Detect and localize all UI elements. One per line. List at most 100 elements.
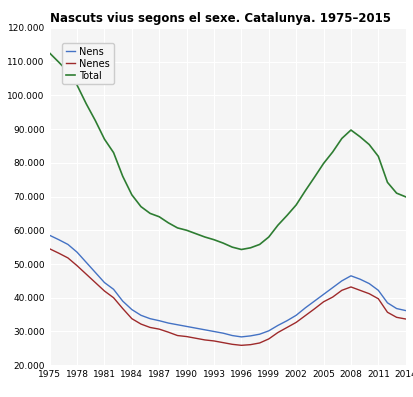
Nenes xyxy=(129,316,134,321)
Nenes xyxy=(247,342,252,347)
Nens xyxy=(284,318,289,323)
Total xyxy=(175,225,180,230)
Total xyxy=(384,180,389,185)
Nenes xyxy=(147,325,152,330)
Nens xyxy=(311,299,316,303)
Total xyxy=(348,128,353,133)
Nens xyxy=(256,332,261,337)
Nenes xyxy=(111,295,116,300)
Nenes xyxy=(65,256,70,260)
Nens xyxy=(147,316,152,321)
Nens xyxy=(393,306,398,311)
Total xyxy=(166,220,171,225)
Nenes xyxy=(348,285,353,289)
Total xyxy=(320,161,325,166)
Nens xyxy=(402,308,407,313)
Total xyxy=(65,69,70,74)
Nens xyxy=(102,280,107,285)
Total xyxy=(293,202,298,207)
Nens xyxy=(330,285,335,290)
Nens xyxy=(320,292,325,297)
Total xyxy=(220,241,225,245)
Nenes xyxy=(184,334,189,339)
Nenes xyxy=(320,299,325,304)
Total xyxy=(184,228,189,233)
Nenes xyxy=(339,288,344,293)
Nenes xyxy=(330,295,335,299)
Nens xyxy=(47,233,52,238)
Nens xyxy=(193,326,198,330)
Line: Nens: Nens xyxy=(50,235,405,337)
Nens xyxy=(375,288,380,293)
Nens xyxy=(275,323,280,328)
Total xyxy=(339,136,344,141)
Nens xyxy=(184,324,189,329)
Nens xyxy=(74,250,79,254)
Nens xyxy=(56,237,61,242)
Nens xyxy=(302,306,307,310)
Total xyxy=(330,150,335,154)
Text: Nascuts vius segons el sexe. Catalunya. 1975–2015: Nascuts vius segons el sexe. Catalunya. … xyxy=(50,12,390,25)
Nenes xyxy=(375,297,380,301)
Nenes xyxy=(47,247,52,251)
Nenes xyxy=(157,327,161,331)
Total xyxy=(284,213,289,218)
Nenes xyxy=(302,313,307,318)
Nenes xyxy=(238,343,243,348)
Total xyxy=(311,175,316,180)
Legend: Nens, Nenes, Total: Nens, Nenes, Total xyxy=(62,43,114,85)
Nenes xyxy=(229,342,234,347)
Nens xyxy=(348,274,353,278)
Nenes xyxy=(93,280,97,285)
Nens xyxy=(129,307,134,312)
Nens xyxy=(293,313,298,318)
Nens xyxy=(247,333,252,338)
Nens xyxy=(83,260,88,265)
Nenes xyxy=(275,330,280,335)
Total xyxy=(157,214,161,219)
Nenes xyxy=(256,341,261,345)
Line: Total: Total xyxy=(50,53,405,249)
Nenes xyxy=(266,337,271,341)
Nens xyxy=(65,242,70,247)
Nenes xyxy=(56,251,61,256)
Nenes xyxy=(202,337,207,342)
Nens xyxy=(366,281,371,286)
Total xyxy=(402,195,407,199)
Nens xyxy=(175,322,180,327)
Total xyxy=(202,235,207,239)
Nenes xyxy=(193,336,198,341)
Nenes xyxy=(138,322,143,326)
Nens xyxy=(229,333,234,338)
Total xyxy=(238,247,243,252)
Nenes xyxy=(357,288,362,293)
Total xyxy=(147,211,152,216)
Total xyxy=(111,150,116,155)
Nens xyxy=(220,331,225,335)
Nenes xyxy=(393,315,398,320)
Nenes xyxy=(102,289,107,293)
Total xyxy=(256,242,261,247)
Total xyxy=(211,237,216,242)
Nens xyxy=(384,301,389,305)
Nens xyxy=(93,270,97,275)
Total xyxy=(393,191,398,195)
Total xyxy=(120,174,125,179)
Nens xyxy=(202,328,207,332)
Nens xyxy=(157,318,161,323)
Total xyxy=(375,154,380,159)
Nenes xyxy=(293,320,298,325)
Nens xyxy=(339,279,344,283)
Nenes xyxy=(284,325,289,330)
Nenes xyxy=(311,306,316,311)
Nens xyxy=(138,313,143,318)
Total xyxy=(193,231,198,236)
Nenes xyxy=(366,291,371,296)
Total xyxy=(138,204,143,209)
Nenes xyxy=(120,306,125,311)
Total xyxy=(129,193,134,197)
Line: Nenes: Nenes xyxy=(50,249,405,345)
Nenes xyxy=(74,263,79,268)
Nenes xyxy=(384,310,389,315)
Total xyxy=(102,137,107,141)
